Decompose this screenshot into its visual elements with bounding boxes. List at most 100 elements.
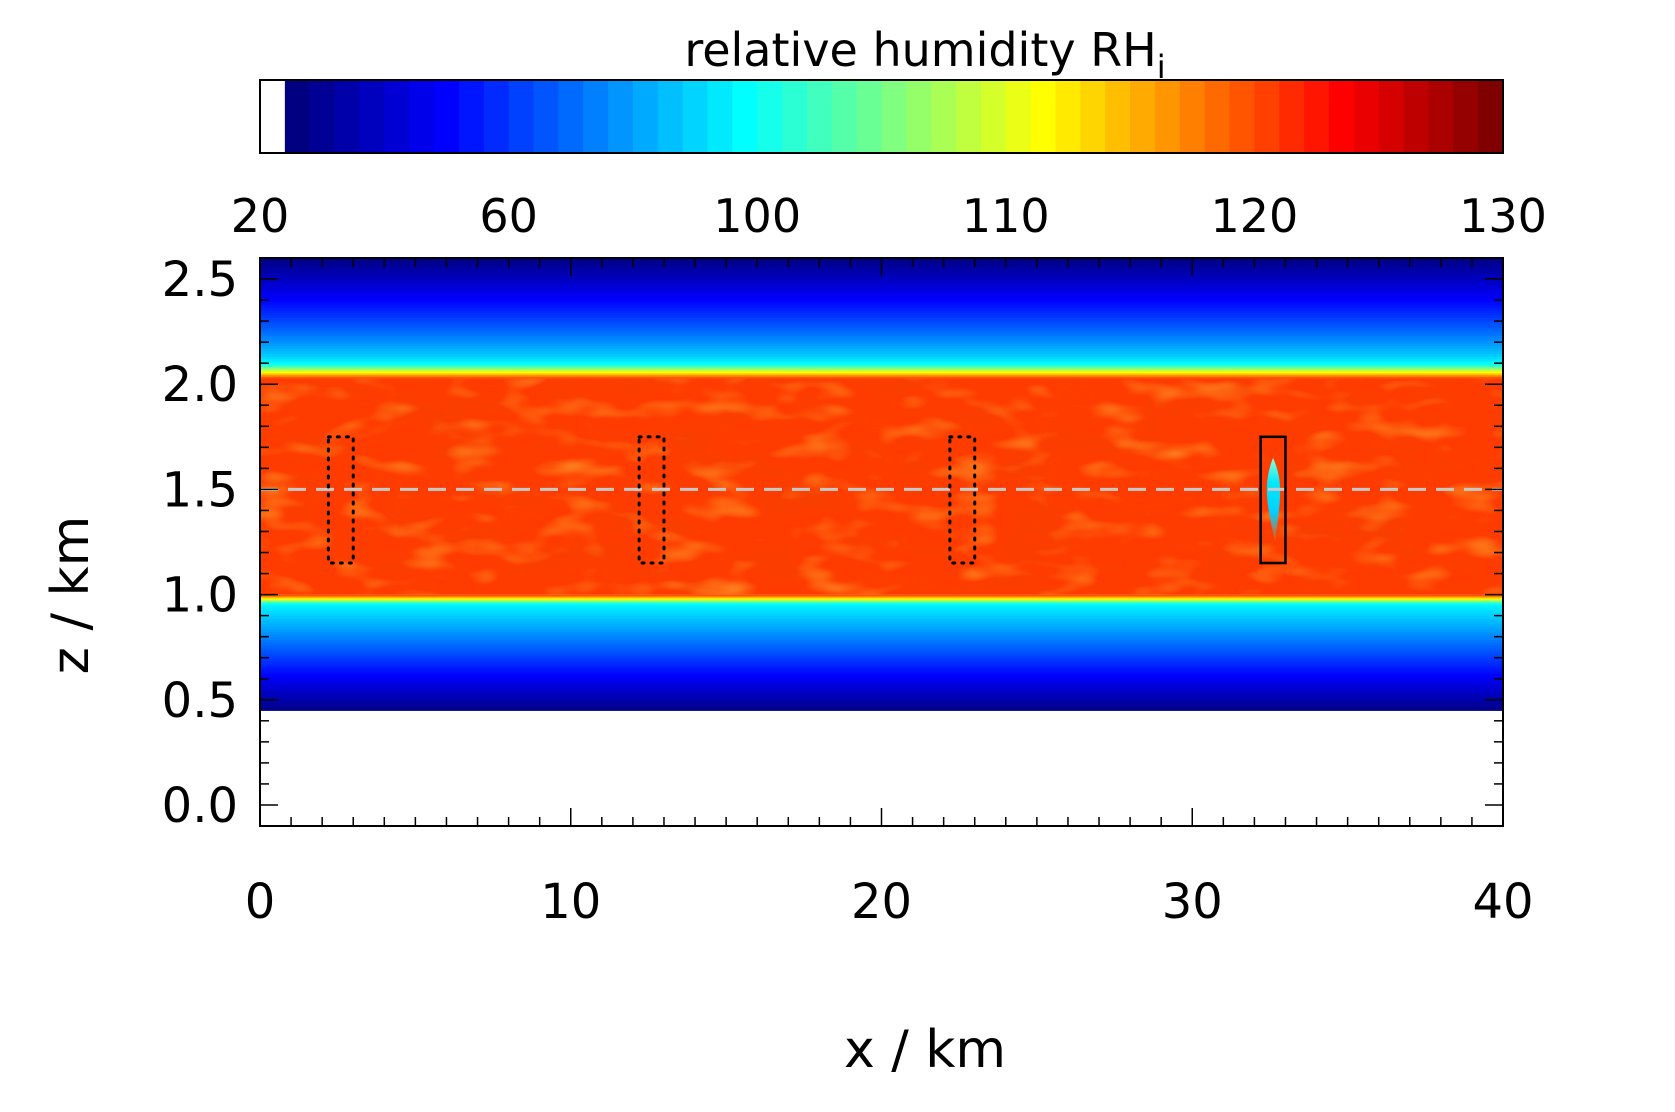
colorbar-cell xyxy=(1229,80,1255,153)
field-strip xyxy=(260,605,1503,609)
field-strip xyxy=(260,665,1503,669)
field-strip xyxy=(260,322,1503,326)
field-strip xyxy=(260,597,1503,600)
field-strip xyxy=(260,366,1503,369)
dotted-box xyxy=(948,435,977,565)
field-strip xyxy=(260,319,1503,324)
field-strip xyxy=(260,371,1503,374)
colorbar-tick-label: 120 xyxy=(1210,189,1298,243)
field-strip xyxy=(260,623,1503,627)
field-strip xyxy=(260,348,1503,352)
y-axis-title: z / km xyxy=(41,516,101,675)
field-strip xyxy=(260,628,1503,633)
colorbar-cell xyxy=(1478,80,1504,153)
colorbar-cell xyxy=(1179,80,1206,153)
colorbar-cell xyxy=(732,80,758,153)
colorbar-cell xyxy=(1428,80,1454,153)
field-strip xyxy=(260,594,1503,597)
colorbar-cell xyxy=(806,80,833,153)
colorbar-cell xyxy=(906,80,932,153)
colorbar-cell xyxy=(657,80,684,153)
colorbar-cell xyxy=(1080,80,1106,153)
colorbar-cell xyxy=(533,80,559,153)
field-strip xyxy=(260,657,1503,661)
colorbar-cell xyxy=(260,80,286,153)
field-strip xyxy=(260,697,1503,701)
y-tick-label: 1.5 xyxy=(162,462,238,518)
field-strip xyxy=(260,603,1503,605)
field-strip xyxy=(260,652,1503,656)
field-strip xyxy=(260,678,1503,682)
field-strip xyxy=(260,681,1503,685)
field-strip xyxy=(260,595,1503,598)
field-strip xyxy=(260,299,1503,303)
field-strip xyxy=(260,607,1503,611)
field-strip xyxy=(260,670,1503,675)
colorbar xyxy=(259,79,1504,154)
field-strip xyxy=(260,626,1503,630)
field-strip xyxy=(260,304,1503,308)
overlays xyxy=(260,435,1503,565)
field-strip xyxy=(260,634,1503,638)
solid-box xyxy=(1259,435,1287,565)
colorbar-cell xyxy=(782,80,808,153)
field-strip xyxy=(260,705,1503,709)
field-strip xyxy=(260,325,1503,329)
field-strip xyxy=(260,312,1503,316)
colorbar-cell xyxy=(608,80,634,153)
field-strip xyxy=(260,601,1503,604)
colorbar-cell xyxy=(309,80,336,153)
field-strip xyxy=(260,337,1503,342)
colorbar-cell xyxy=(931,80,957,153)
field-strip xyxy=(260,361,1503,364)
dotted-box xyxy=(637,435,666,565)
field-strip xyxy=(260,620,1503,625)
field-strip xyxy=(260,610,1503,614)
field-strip xyxy=(260,296,1503,300)
field-strip xyxy=(260,367,1503,371)
colorbar-cell xyxy=(1304,80,1330,153)
colorbar-cell xyxy=(1453,80,1479,153)
colorbar-cell xyxy=(881,80,907,153)
colorbar-cell xyxy=(334,80,361,153)
field-strip xyxy=(260,309,1503,313)
x-tick-label: 0 xyxy=(245,874,276,930)
field-strip xyxy=(260,306,1503,311)
field-strip xyxy=(260,615,1503,619)
field-strip xyxy=(260,604,1503,606)
field-strip xyxy=(260,283,1503,287)
colorbar-cell xyxy=(682,80,709,153)
colorbar-cell xyxy=(1328,80,1355,153)
field-strip xyxy=(260,660,1503,664)
colorbar-cell xyxy=(558,80,584,153)
field-strip xyxy=(260,647,1503,651)
field-strip xyxy=(260,286,1503,290)
colorbar-cell xyxy=(1254,80,1280,153)
colorbar-cell xyxy=(1403,80,1430,153)
field-strip xyxy=(260,288,1503,293)
colorbar-cell xyxy=(632,80,659,153)
colorbar-cell xyxy=(508,80,535,153)
axes: 0 10 20 30 40 0.0 0.5 1.0 1.5 2.0 2.5 xyxy=(162,252,1534,930)
colorbar-cell xyxy=(1055,80,1081,153)
field-strip xyxy=(260,596,1503,599)
field-strip xyxy=(260,314,1503,318)
field-strip xyxy=(260,281,1503,285)
field-strip xyxy=(260,278,1503,282)
field-strip xyxy=(260,686,1503,690)
field-strip xyxy=(260,362,1503,366)
x-tick-label: 20 xyxy=(851,874,912,930)
field-strip xyxy=(260,327,1503,331)
field-strip xyxy=(260,673,1503,677)
colorbar-cell xyxy=(458,80,485,153)
field-strip xyxy=(260,332,1503,336)
field-strip xyxy=(260,649,1503,654)
dotted-box xyxy=(326,435,355,565)
field-strip xyxy=(260,353,1503,357)
field-strip xyxy=(260,350,1503,354)
field-strip xyxy=(260,618,1503,622)
field-strip xyxy=(260,301,1503,305)
field-strip xyxy=(260,668,1503,672)
turbulence-orange xyxy=(260,373,1503,595)
